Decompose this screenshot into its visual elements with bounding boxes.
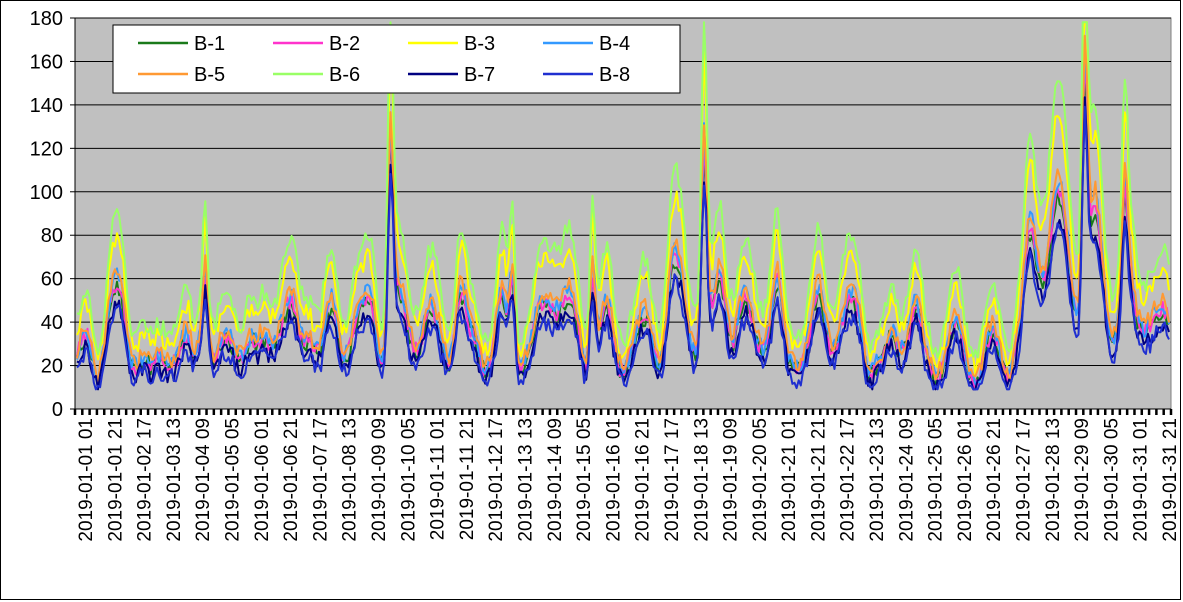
x-tick-label: 2019-01-30 05 xyxy=(1101,418,1122,542)
series-line-b-3 xyxy=(76,21,1170,376)
x-tick-label: 2019-01-29 09 xyxy=(1072,418,1093,542)
x-tick-label: 2019-01-07 17 xyxy=(310,418,331,542)
x-tick-label: 2019-01-23 13 xyxy=(867,418,888,542)
x-tick-label: 2019-01-22 17 xyxy=(838,418,859,542)
x-tick-label: 2019-01-25 05 xyxy=(926,418,947,542)
x-tick-label: 2019-01-19 09 xyxy=(721,418,742,542)
x-tick-label: 2019-01-31 01 xyxy=(1131,418,1152,542)
y-tick-label: 100 xyxy=(30,182,63,204)
x-tick-label: 2019-01-13 13 xyxy=(515,418,536,542)
x-tick-label: 2019-01-09 09 xyxy=(369,418,390,542)
x-tick-label: 2019-01-31 21 xyxy=(1160,418,1181,542)
y-tick-label: 180 xyxy=(30,8,63,30)
series-line-b-6 xyxy=(76,21,1170,359)
series-line-b-5 xyxy=(76,34,1170,387)
y-tick-label: 20 xyxy=(41,356,63,378)
x-tick-label: 2019-01-26 01 xyxy=(955,418,976,542)
y-tick-label: 140 xyxy=(30,95,63,117)
x-tick-label: 2019-01-17 17 xyxy=(662,418,683,542)
x-tick-label: 2019-01-28 13 xyxy=(1043,418,1064,542)
legend-box xyxy=(112,24,681,94)
legend-label: B-3 xyxy=(464,33,495,55)
x-tick-label: 2019-01-16 21 xyxy=(633,418,654,542)
x-tick-label: 2019-01-20 05 xyxy=(750,418,771,542)
x-tick-label: 2019-01-01 01 xyxy=(76,418,97,542)
x-tick-label: 2019-01-01 21 xyxy=(105,418,126,542)
x-tick-label: 2019-01-08 13 xyxy=(340,418,361,542)
x-tick-label: 2019-01-05 05 xyxy=(223,418,244,542)
x-tick-label: 2019-01-10 05 xyxy=(398,418,419,542)
x-tick-label: 2019-01-27 17 xyxy=(1014,418,1035,542)
x-tick-label: 2019-01-14 09 xyxy=(545,418,566,542)
legend-label: B-2 xyxy=(329,33,360,55)
x-tick-label: 2019-01-04 09 xyxy=(193,418,214,542)
legend-label: B-6 xyxy=(329,64,360,86)
x-tick-label: 2019-01-06 01 xyxy=(252,418,273,542)
x-tick-label: 2019-01-18 13 xyxy=(691,418,712,542)
x-tick-label: 2019-01-21 21 xyxy=(808,418,829,542)
legend-label: B-1 xyxy=(194,33,225,55)
y-tick-label: 120 xyxy=(30,138,63,160)
x-tick-label: 2019-01-02 17 xyxy=(135,418,156,542)
x-tick-label: 2019-01-12 17 xyxy=(486,418,507,542)
legend-label: B-8 xyxy=(599,64,630,86)
y-tick-label: 60 xyxy=(41,269,63,291)
y-tick-label: 80 xyxy=(41,225,63,247)
x-tick-label: 2019-01-24 09 xyxy=(896,418,917,542)
series-line-b-8 xyxy=(76,105,1170,391)
y-tick-label: 0 xyxy=(52,399,63,421)
x-tick-label: 2019-01-16 01 xyxy=(603,418,624,542)
x-tick-label: 2019-01-11 01 xyxy=(428,418,449,540)
legend-label: B-5 xyxy=(194,64,225,86)
x-tick-label: 2019-01-03 13 xyxy=(164,418,185,542)
x-tick-label: 2019-01-21 01 xyxy=(779,418,800,542)
x-tick-label: 2019-01-15 05 xyxy=(574,418,595,542)
y-tick-label: 40 xyxy=(41,312,63,334)
legend-label: B-7 xyxy=(464,64,495,86)
x-tick-label: 2019-01-26 21 xyxy=(984,418,1005,542)
x-tick-label: 2019-01-06 21 xyxy=(281,418,302,542)
y-tick-label: 160 xyxy=(30,51,63,73)
legend-label: B-4 xyxy=(599,33,630,55)
x-tick-label: 2019-01-11 21 xyxy=(457,418,478,540)
